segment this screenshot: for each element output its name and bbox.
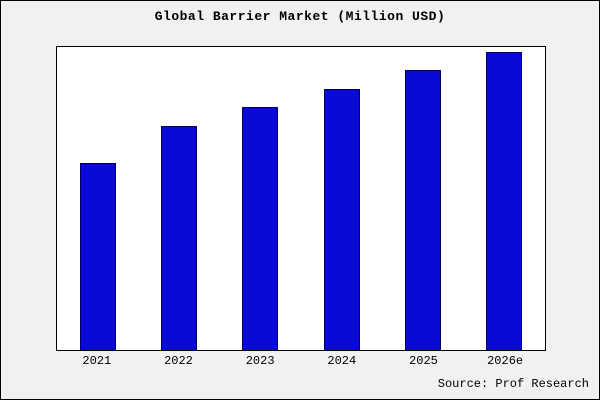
- x-tick-2023: 2023: [245, 354, 275, 368]
- bar-2023: [242, 106, 279, 350]
- x-axis-labels: 2021 2022 2023 2024 2025 2026e: [56, 354, 546, 368]
- bar-2022: [160, 126, 197, 350]
- x-tick-2026e: 2026e: [487, 354, 524, 368]
- bar-2025: [404, 69, 441, 350]
- bar-2026e: [486, 51, 523, 350]
- x-tick-2024: 2024: [327, 354, 357, 368]
- bars: [57, 47, 545, 350]
- x-tick-2022: 2022: [164, 354, 193, 368]
- bar-2024: [323, 88, 360, 350]
- x-tick-2025: 2025: [409, 354, 438, 368]
- source-text: Source: Prof Research: [437, 377, 589, 391]
- x-tick-2021: 2021: [82, 354, 112, 368]
- bar-2021: [79, 163, 116, 350]
- chart-title: Global Barrier Market (Million USD): [154, 9, 446, 24]
- plot-area: [56, 46, 546, 351]
